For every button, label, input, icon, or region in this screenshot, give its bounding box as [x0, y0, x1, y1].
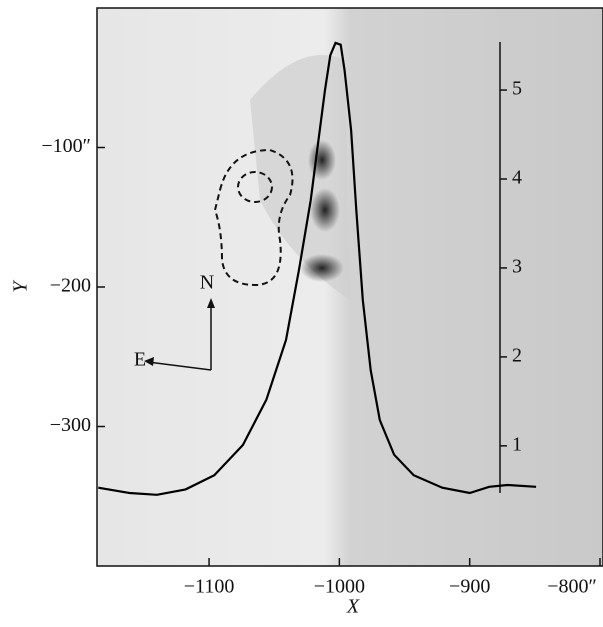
annotation: N — [200, 272, 214, 294]
y-tick-label: −200 — [50, 275, 91, 297]
x-tick-label: −1100 — [184, 576, 235, 598]
y2-tick-label: 5 — [512, 78, 522, 100]
y2-tick-label: 4 — [512, 167, 522, 189]
y-tick-label: −100″ — [41, 135, 91, 157]
x-tick-label: −1000 — [314, 576, 365, 598]
loop-structure — [250, 55, 350, 300]
arrow-heads — [144, 298, 215, 366]
x-tick-label: −900 — [449, 576, 490, 598]
y2-tick-label: 2 — [512, 344, 522, 366]
y2-tick-label: 1 — [512, 433, 522, 455]
compass-arrows — [147, 302, 212, 371]
profile-line — [98, 41, 537, 496]
annotation: E — [134, 349, 146, 371]
x-axis-label: X — [346, 596, 360, 618]
y2-tick-label: 3 — [512, 256, 522, 278]
dark-feature — [310, 188, 340, 232]
x-tick-label: −800″ — [547, 576, 597, 598]
image-background — [97, 8, 603, 566]
contour — [237, 171, 273, 203]
dark-feature — [300, 254, 344, 282]
y-axis-label: Y — [10, 280, 32, 293]
y-tick-label: −300 — [50, 414, 91, 436]
dark-feature — [308, 140, 336, 180]
contour — [213, 148, 294, 287]
